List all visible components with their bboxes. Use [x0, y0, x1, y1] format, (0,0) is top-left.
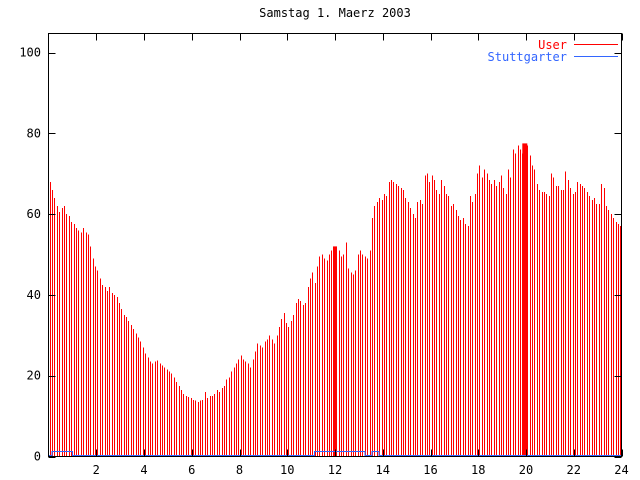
x-tick-label: 8	[236, 463, 243, 477]
user-dense-column	[333, 246, 337, 457]
y-tick-label: 40	[27, 288, 41, 302]
x-tick-label: 6	[188, 463, 195, 477]
x-tick-label: 24	[614, 463, 628, 477]
legend-label-user: User	[538, 37, 567, 52]
y-tick-label: 60	[27, 207, 41, 221]
y-tick-label: 100	[19, 46, 41, 60]
x-tick-label: 12	[328, 463, 342, 477]
user-dense-column	[522, 143, 528, 457]
x-tick-label: 10	[280, 463, 294, 477]
x-tick-label: 14	[376, 463, 390, 477]
user-impulses-series	[50, 143, 621, 457]
x-tick-label: 22	[567, 463, 581, 477]
stuttgarter-line-series	[48, 451, 622, 456]
x-tick-label: 2	[93, 463, 100, 477]
legend-item-user: User	[538, 37, 618, 52]
legend-item-stuttgarter: Stuttgarter	[487, 49, 618, 64]
x-tick-label: 18	[471, 463, 485, 477]
x-tick-label: 4	[140, 463, 147, 477]
legend-label-stuttgarter: Stuttgarter	[487, 49, 567, 64]
y-tick-label: 20	[27, 369, 41, 383]
legend-line-sample-stuttgarter	[574, 56, 618, 57]
chart-title: Samstag 1. Maerz 2003	[259, 6, 411, 20]
x-tick-label: 16	[423, 463, 437, 477]
y-tick-label: 80	[27, 126, 41, 140]
legend-line-sample-user	[574, 44, 618, 45]
x-tick-label: 20	[519, 463, 533, 477]
y-tick-label: 0	[34, 450, 41, 464]
